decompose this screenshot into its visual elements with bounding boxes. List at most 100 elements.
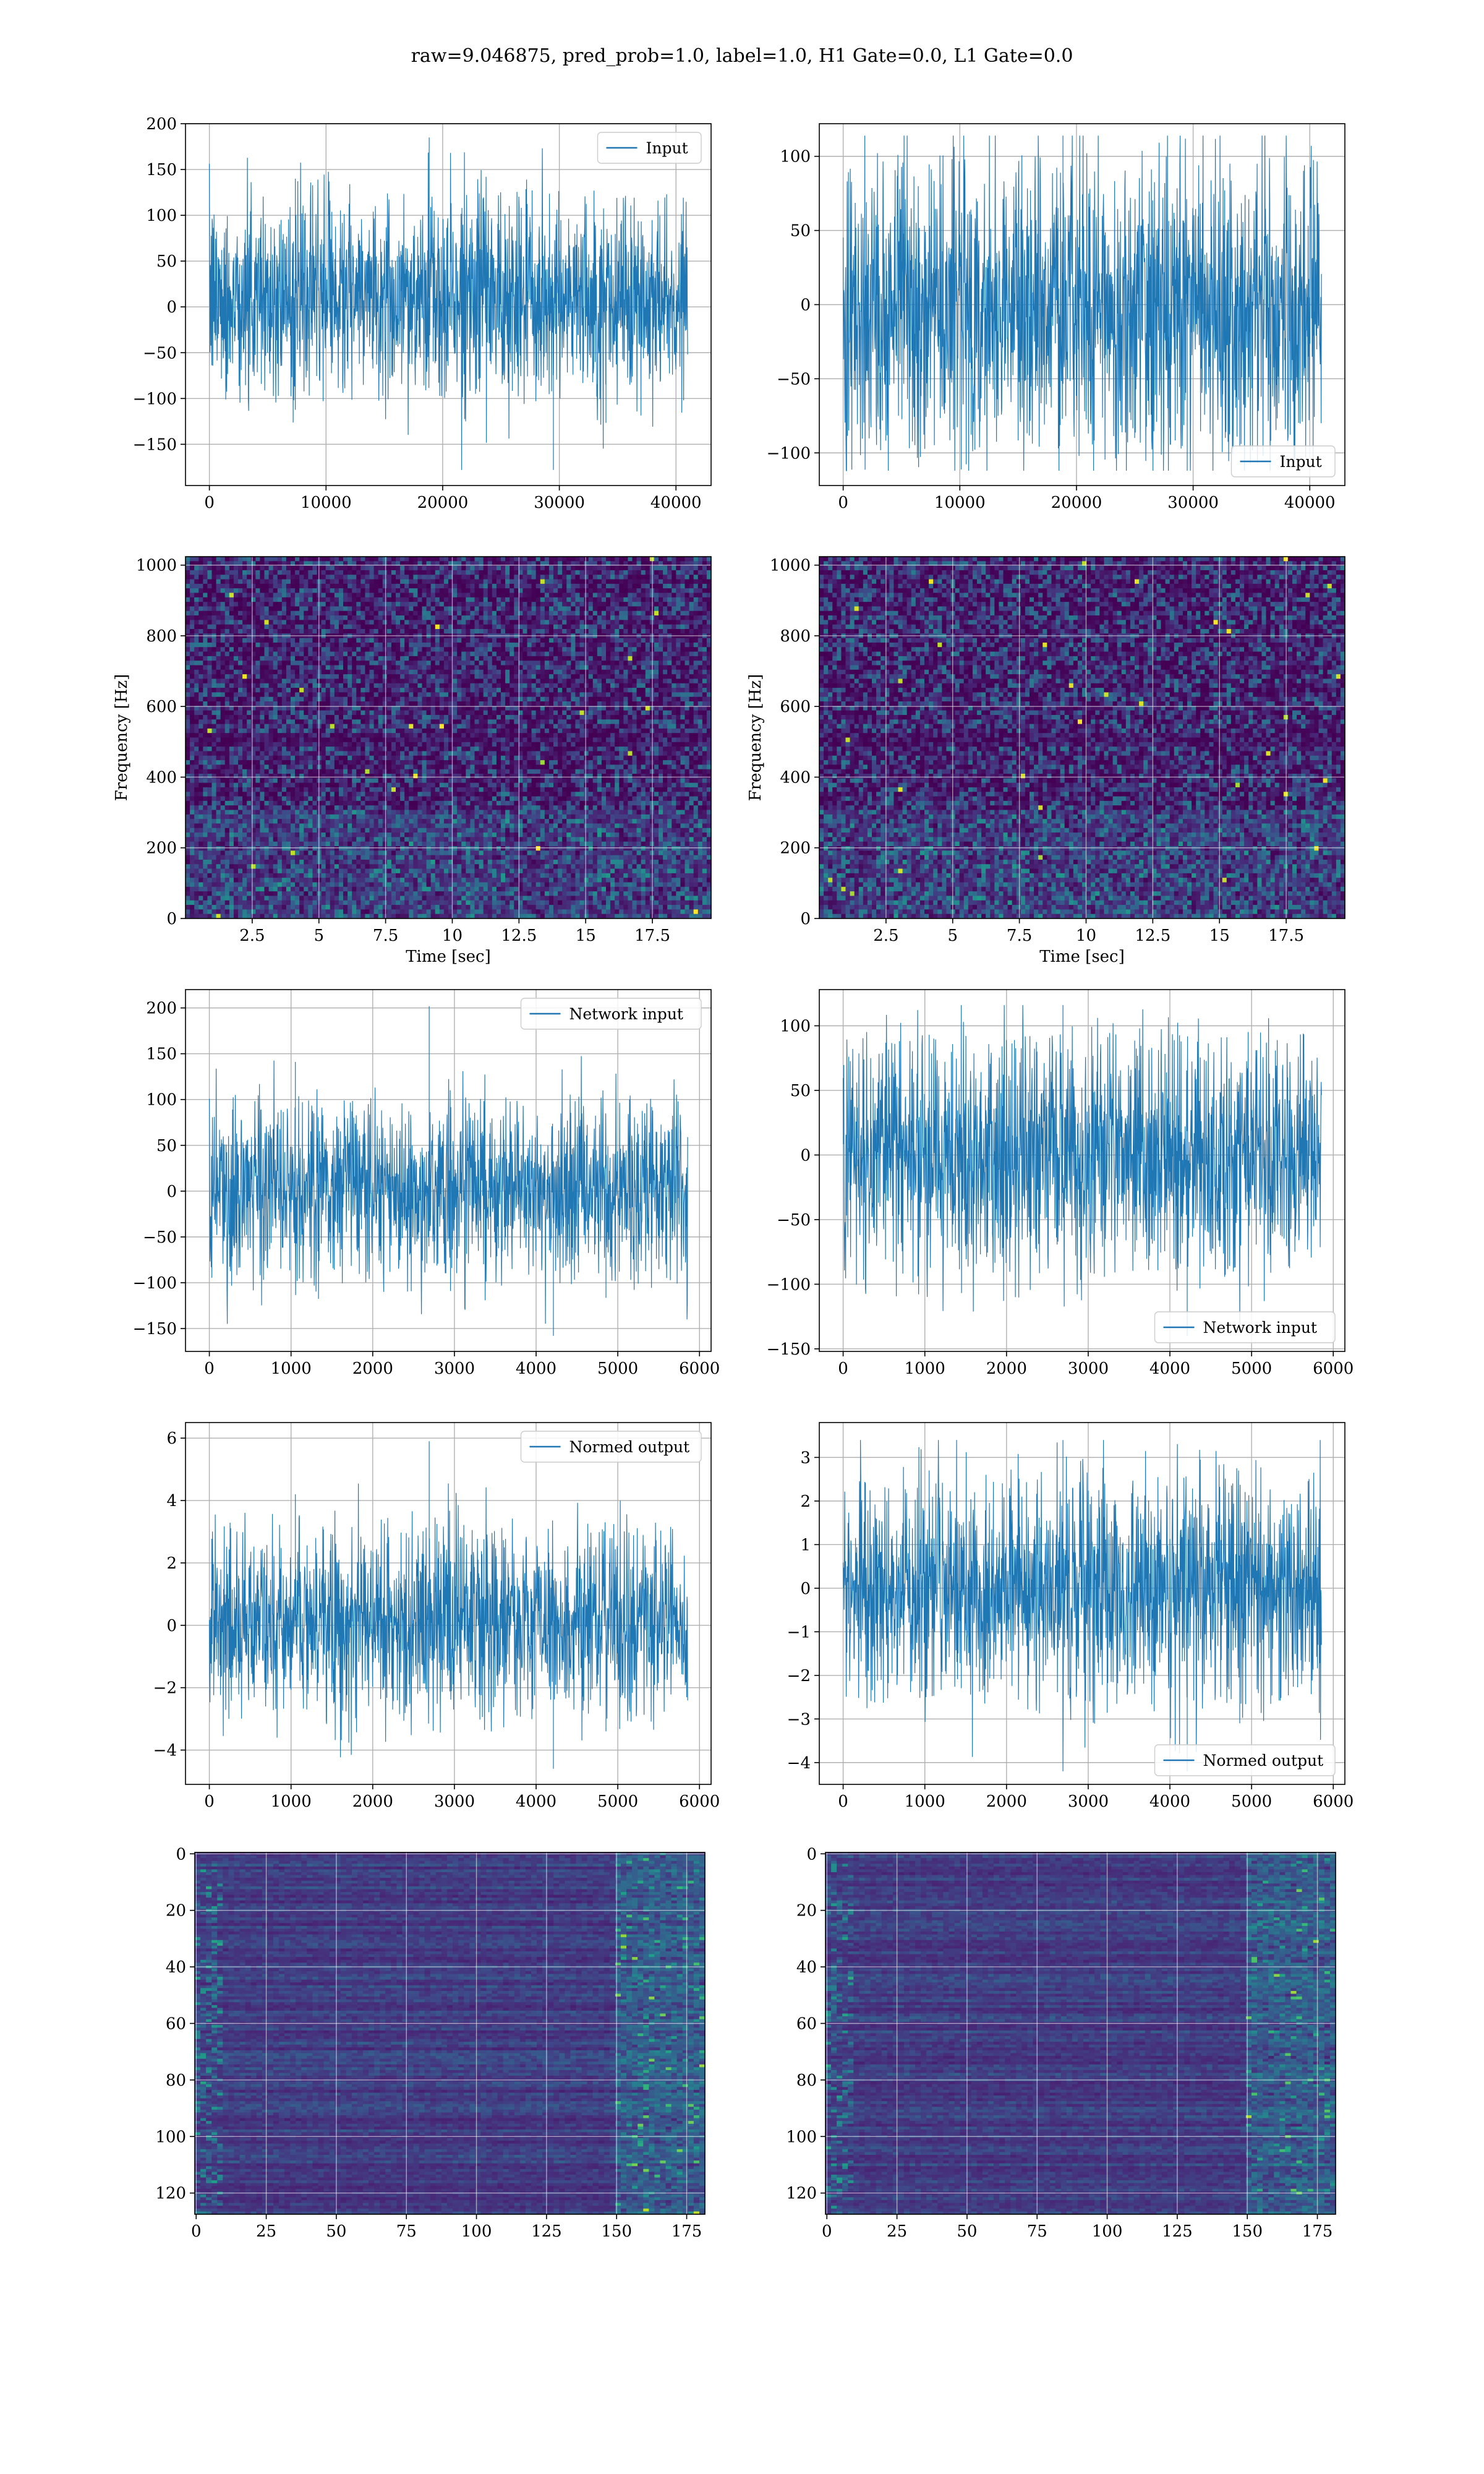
heatmap-cell xyxy=(444,729,449,734)
heatmap-cell xyxy=(417,697,422,702)
heatmap-cell xyxy=(628,661,633,666)
heatmap-cell xyxy=(470,584,475,589)
heatmap-cell xyxy=(694,715,699,720)
heatmap-cell xyxy=(387,674,392,679)
heatmap-cell xyxy=(453,643,458,648)
heatmap-cell xyxy=(378,570,383,575)
heatmap-cell xyxy=(234,597,239,602)
heatmap-cell xyxy=(242,729,247,734)
heatmap-cell xyxy=(343,593,348,598)
heatmap-cell xyxy=(549,733,554,738)
heatmap-cell xyxy=(431,647,436,652)
heatmap-cell xyxy=(654,661,659,666)
heatmap-cell xyxy=(238,584,243,589)
heatmap-cell xyxy=(497,678,501,683)
heatmap-cell xyxy=(400,557,405,562)
heatmap-cell xyxy=(440,606,445,611)
heatmap-cell xyxy=(623,606,628,611)
heatmap-cell xyxy=(676,566,681,571)
heatmap-cell xyxy=(593,615,598,620)
heatmap-cell xyxy=(286,715,291,720)
heatmap-cell xyxy=(646,733,650,738)
heatmap-cell xyxy=(400,570,405,575)
heatmap-cell xyxy=(702,647,707,652)
heatmap-cell xyxy=(667,580,672,584)
heatmap-cell xyxy=(374,738,379,743)
figure-suptitle: raw=9.046875, pred_prob=1.0, label=1.0, … xyxy=(411,45,1073,67)
heatmap-cell xyxy=(470,701,475,706)
heatmap-cell xyxy=(505,615,510,620)
heatmap-cell xyxy=(440,611,445,616)
heatmap-cell xyxy=(589,670,594,675)
heatmap-cell xyxy=(370,557,375,562)
heatmap-cell xyxy=(242,597,247,602)
heatmap-cell xyxy=(522,602,527,607)
heatmap-cell xyxy=(339,615,344,620)
heatmap-cell xyxy=(365,611,370,616)
heatmap-cell xyxy=(370,584,375,589)
heatmap-cell xyxy=(492,733,497,738)
heatmap-cell xyxy=(444,606,449,611)
heatmap-cell xyxy=(413,625,418,630)
heatmap-cell xyxy=(689,588,694,593)
heatmap-cell xyxy=(545,733,550,738)
heatmap-cell xyxy=(365,678,370,683)
heatmap-cell xyxy=(194,666,199,670)
heatmap-cell xyxy=(510,566,514,571)
heatmap-cell xyxy=(278,625,283,630)
heatmap-cell xyxy=(676,611,681,616)
heatmap-cell xyxy=(532,593,537,598)
heatmap-cell xyxy=(558,643,563,648)
heatmap-cell xyxy=(409,733,414,738)
heatmap-cell xyxy=(299,611,304,616)
heatmap-cell xyxy=(383,629,388,634)
heatmap-cell xyxy=(216,643,221,648)
heatmap-cell xyxy=(589,625,594,630)
heatmap-cell xyxy=(497,697,501,702)
heatmap-cell xyxy=(663,670,668,675)
heatmap-cell xyxy=(672,652,676,657)
heatmap-cell xyxy=(566,711,571,716)
heatmap-cell xyxy=(571,643,576,648)
heatmap-cell xyxy=(383,643,388,648)
heatmap-cell xyxy=(370,715,375,720)
heatmap-cell xyxy=(404,620,409,625)
heatmap-cell xyxy=(304,711,309,716)
heatmap-cell xyxy=(435,652,440,657)
heatmap-cell xyxy=(431,719,436,724)
heatmap-cell xyxy=(435,683,440,688)
heatmap-cell xyxy=(242,674,247,679)
heatmap-cell xyxy=(360,711,365,716)
heatmap-cell xyxy=(216,683,221,688)
heatmap-cell xyxy=(545,647,550,652)
heatmap-cell xyxy=(444,602,449,607)
heatmap-cell xyxy=(540,656,545,661)
heatmap-cell xyxy=(584,661,589,666)
heatmap-cell xyxy=(571,724,576,729)
heatmap-cell xyxy=(282,580,287,584)
heatmap-cell xyxy=(689,711,694,716)
heatmap-cell xyxy=(646,674,650,679)
heatmap-cell xyxy=(396,733,401,738)
heatmap-cell xyxy=(536,688,541,693)
heatmap-cell xyxy=(312,580,317,584)
heatmap-cell xyxy=(356,620,361,625)
heatmap-cell xyxy=(685,666,690,670)
heatmap-cell xyxy=(532,670,537,675)
heatmap-cell xyxy=(676,656,681,661)
heatmap-cell xyxy=(260,701,265,706)
heatmap-cell xyxy=(365,724,370,729)
heatmap-cell xyxy=(265,606,270,611)
heatmap-cell xyxy=(299,602,304,607)
heatmap-cell xyxy=(348,643,352,648)
heatmap-cell xyxy=(545,697,550,702)
heatmap-cell xyxy=(400,692,405,697)
heatmap-cell xyxy=(409,683,414,688)
y-tick-label: 100 xyxy=(780,148,811,166)
heatmap-cell xyxy=(265,638,270,643)
heatmap-cell xyxy=(663,620,668,625)
heatmap-cell xyxy=(225,593,230,598)
heatmap-cell xyxy=(198,724,203,729)
heatmap-cell xyxy=(610,729,615,734)
heatmap-cell xyxy=(304,643,309,648)
